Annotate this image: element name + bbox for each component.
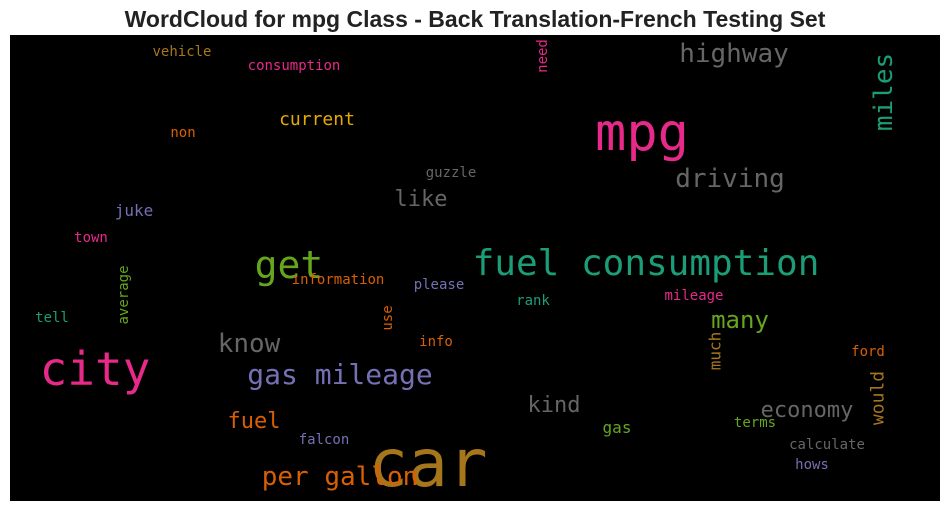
word-information: information — [292, 272, 385, 288]
word-terms: terms — [734, 415, 776, 431]
word-know: know — [218, 329, 281, 359]
word-kind: kind — [528, 393, 581, 418]
word-tell: tell — [35, 310, 69, 326]
word-calculate: calculate — [789, 437, 865, 453]
word-like: like — [395, 187, 448, 212]
word-use: use — [380, 305, 396, 330]
wordcloud-background — [10, 35, 940, 501]
word-ford: ford — [851, 344, 885, 360]
word-current: current — [279, 109, 355, 130]
word-get: get — [255, 243, 324, 287]
word-guzzle: guzzle — [426, 165, 477, 181]
word-city: city — [40, 342, 151, 396]
word-per-gallon: per gallon — [262, 462, 419, 492]
word-average: average — [116, 265, 132, 324]
word-hows: hows — [795, 457, 829, 473]
word-rank: rank — [516, 293, 550, 309]
word-much: much — [706, 332, 725, 371]
word-mileage: mileage — [664, 288, 723, 304]
word-please: please — [414, 277, 465, 293]
word-gas-mileage: gas mileage — [247, 358, 432, 391]
word-fuel: fuel — [228, 409, 281, 434]
word-consumption: consumption — [248, 58, 341, 74]
word-non: non — [170, 125, 195, 141]
word-town: town — [74, 230, 108, 246]
word-miles: miles — [869, 53, 899, 131]
word-many: many — [711, 306, 769, 334]
word-highway: highway — [679, 39, 789, 69]
word-mpg: mpg — [595, 103, 689, 163]
word-gas: gas — [603, 418, 632, 437]
word-would: would — [868, 371, 889, 425]
word-car: car — [368, 425, 487, 501]
word-driving: driving — [675, 164, 785, 194]
chart-title: WordCloud for mpg Class - Back Translati… — [124, 6, 826, 32]
wordcloud-canvas: car mpg city fuel consumption get gas mileage… — [10, 35, 940, 501]
word-info: info — [419, 334, 453, 350]
word-fuel-consumption: fuel consumption — [473, 243, 820, 284]
word-vehicle: vehicle — [152, 44, 211, 60]
word-juke: juke — [115, 201, 154, 220]
word-falcon: falcon — [299, 432, 350, 448]
word-economy: economy — [761, 398, 854, 423]
word-need: need — [535, 39, 551, 73]
